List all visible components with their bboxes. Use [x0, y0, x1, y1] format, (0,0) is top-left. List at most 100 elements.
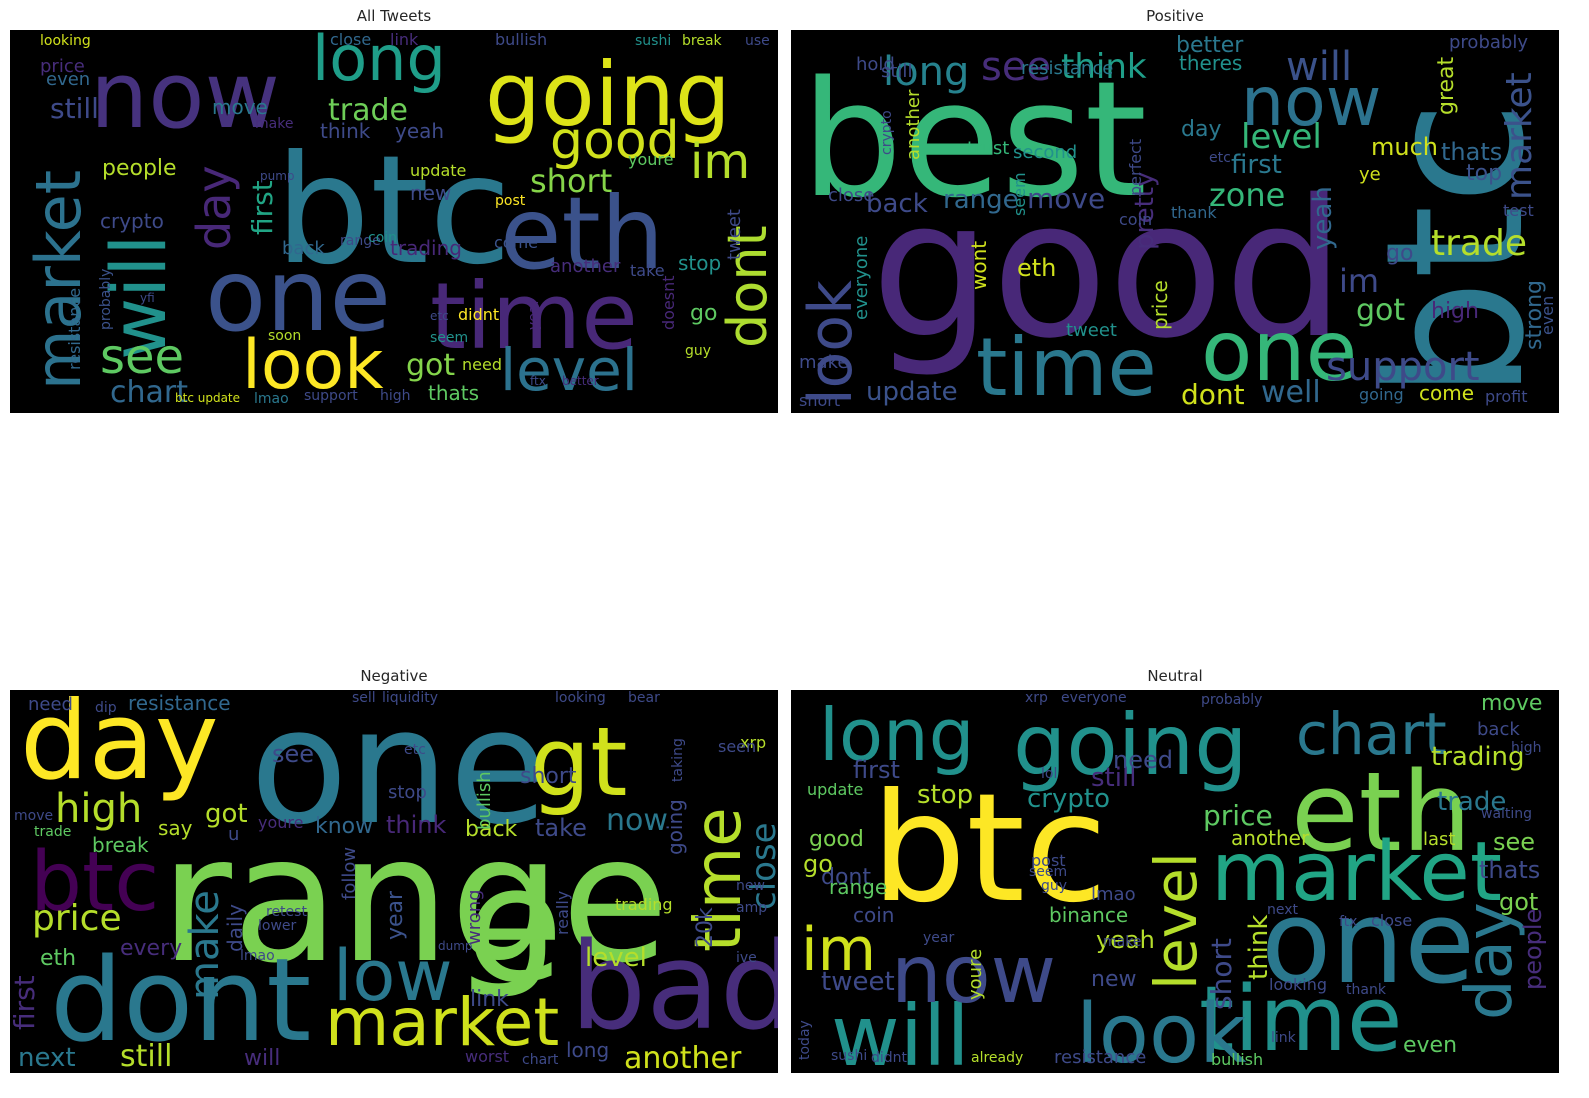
- word-gt: gt: [530, 708, 628, 818]
- word-will: will: [244, 1046, 280, 1071]
- word-move: move: [1481, 691, 1542, 716]
- word-support: support: [304, 388, 358, 404]
- word-retest: retest: [266, 904, 307, 920]
- wordcloud-all-tweets: btc now going one time eth will long loo…: [10, 30, 778, 413]
- word-update: update: [866, 377, 958, 407]
- word-dont: dont: [1181, 378, 1245, 411]
- word-ftx: ftx: [530, 374, 546, 388]
- word-resistance: resistance: [65, 288, 84, 370]
- word-update: update: [807, 780, 863, 799]
- word-back: back: [1477, 719, 1520, 740]
- word-im: im: [690, 134, 750, 190]
- word-will: will: [94, 234, 183, 360]
- word-trade: trade: [34, 824, 71, 840]
- word-best: best: [801, 46, 1147, 233]
- word-bear: bear: [628, 690, 660, 706]
- word-think: think: [386, 811, 447, 839]
- word-great: great: [1434, 56, 1459, 115]
- word-high: high: [55, 786, 142, 832]
- word-market: market: [1499, 72, 1540, 200]
- word-will: will: [831, 987, 970, 1073]
- word-year: year: [526, 299, 542, 330]
- word-need: need: [28, 694, 73, 715]
- word-another: another: [624, 1041, 742, 1073]
- word-stop: stop: [678, 251, 721, 275]
- word-thank: thank: [1171, 203, 1217, 222]
- word-go: go: [803, 850, 833, 878]
- word-dump: dump: [438, 939, 473, 953]
- word-move: move: [1027, 182, 1105, 215]
- word-dont: dont: [716, 225, 778, 348]
- word-thank: thank: [1346, 982, 1387, 998]
- word-take: take: [535, 814, 587, 842]
- word-price: price: [1148, 280, 1172, 330]
- wordcloud-neutral: btc going long eth market one time will …: [791, 690, 1559, 1073]
- word-ive: ive: [736, 950, 757, 966]
- word-btc: btc: [871, 762, 1108, 936]
- panel-negative: Negative range one gt day dont bad e mar…: [10, 660, 778, 1075]
- word-level: level: [1142, 852, 1210, 990]
- word-zone: zone: [1209, 176, 1285, 214]
- word-lmao: lmao: [240, 948, 275, 964]
- word-seem: seem: [430, 330, 468, 346]
- word-trading: trading: [615, 895, 673, 914]
- word-got: got: [406, 348, 455, 383]
- word-seem: seem: [1029, 864, 1067, 880]
- word-look: look: [1076, 987, 1247, 1073]
- word-looking: looking: [1269, 975, 1327, 994]
- word-need: need: [1113, 746, 1173, 774]
- word-follow: follow: [339, 847, 360, 900]
- word-still: still: [881, 61, 912, 82]
- word-market: market: [325, 984, 559, 1061]
- word-every: every: [120, 936, 182, 961]
- word-going: going: [1013, 696, 1248, 794]
- word-xrp: xrp: [740, 733, 766, 752]
- word-trade: trade: [1437, 787, 1506, 817]
- word-stop: stop: [388, 782, 427, 803]
- word-already: already: [971, 1050, 1023, 1066]
- word-looking: looking: [555, 690, 606, 706]
- word-even: even: [46, 69, 90, 90]
- word-daily: daily: [223, 904, 247, 952]
- word-still: still: [50, 92, 99, 125]
- word-got: got: [1499, 888, 1538, 916]
- word-probably: probably: [98, 269, 114, 330]
- word-close: close: [828, 185, 874, 206]
- word-level: level: [585, 943, 647, 973]
- word-youre: youre: [965, 949, 986, 1000]
- word-first: first: [1231, 150, 1282, 180]
- panel-title: All Tweets: [356, 7, 432, 25]
- word-stop: stop: [917, 780, 973, 810]
- word-still: still: [120, 1039, 172, 1073]
- word-time: time: [1199, 967, 1402, 1072]
- word-btc-update: btc update: [175, 391, 240, 405]
- word-know: know: [315, 814, 373, 839]
- word-time: time: [976, 321, 1157, 413]
- word-ftx: ftx: [1339, 914, 1357, 930]
- word-even: even: [1538, 296, 1557, 335]
- word-liquidity: liquidity: [382, 690, 438, 706]
- word-think: think: [1244, 915, 1274, 980]
- word-youre: youre: [258, 813, 303, 832]
- word-need: need: [462, 355, 502, 374]
- word-probably: probably: [1201, 692, 1262, 708]
- word-much: much: [1371, 133, 1438, 161]
- word-level: level: [500, 336, 638, 404]
- word-eth: eth: [1017, 254, 1056, 282]
- word-break: break: [682, 33, 723, 49]
- word-take: take: [630, 261, 665, 280]
- word-waiting: waiting: [1481, 806, 1532, 822]
- word-low: low: [333, 935, 453, 1017]
- word-trade: trade: [1431, 223, 1527, 264]
- word-back: back: [465, 817, 518, 842]
- word-high: high: [380, 388, 411, 404]
- word-short: short: [530, 162, 612, 200]
- panel-title: Neutral: [1147, 667, 1203, 685]
- word-chart: chart: [1296, 700, 1447, 768]
- word-long: long: [883, 49, 969, 95]
- word-theres: theres: [1179, 51, 1242, 75]
- word-make: make: [255, 116, 293, 132]
- word-link: link: [390, 30, 419, 49]
- word-eth: eth: [500, 175, 664, 292]
- word-move: move: [212, 95, 268, 119]
